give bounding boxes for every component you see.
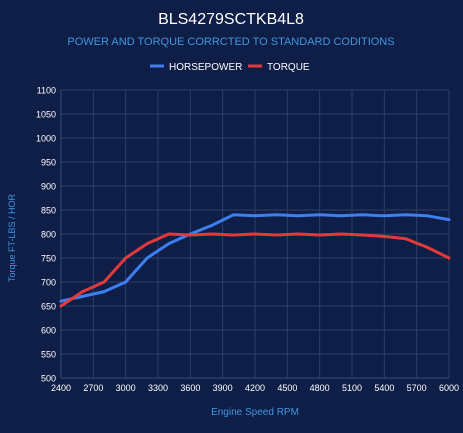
x-tick-label: 3000 [116, 383, 136, 393]
x-tick-label: 5100 [342, 383, 362, 393]
x-tick-label: 3600 [180, 383, 200, 393]
data-point-torque [382, 235, 386, 238]
x-tick-label: 3300 [148, 383, 168, 393]
data-point-torque [102, 280, 106, 284]
y-tick-label: 750 [41, 254, 56, 264]
data-point-horsepower [210, 223, 214, 227]
y-tick-label: 800 [41, 230, 56, 240]
data-point-horsepower [318, 213, 322, 217]
x-tick-label: 4200 [245, 383, 265, 393]
x-axis-ticks: 2400 2700 3000 3300 3600 3900 4200 4500 4800 5100… [51, 383, 459, 393]
y-tick-label: 1100 [37, 86, 56, 96]
data-point-torque [339, 232, 343, 236]
data-point-torque [124, 256, 128, 260]
legend-label-horsepower: HORSEPOWER [169, 62, 242, 73]
x-tick-label: 5700 [407, 383, 427, 393]
data-point-horsepower [382, 214, 386, 218]
y-tick-label: 600 [41, 326, 56, 336]
data-point-torque [426, 246, 429, 249]
y-tick-label: 500 [41, 374, 56, 384]
data-point-horsepower [145, 256, 149, 260]
data-point-torque [167, 232, 171, 236]
data-point-torque [59, 304, 63, 308]
legend-label-torque: TORQUE [267, 62, 310, 73]
data-point-torque [361, 233, 365, 237]
data-point-horsepower [253, 214, 257, 218]
data-point-torque [81, 290, 84, 293]
data-point-horsepower [81, 295, 84, 298]
data-point-torque [188, 233, 192, 237]
data-point-torque [404, 237, 408, 241]
data-point-horsepower [296, 214, 300, 218]
y-tick-label: 650 [41, 302, 56, 312]
data-point-torque [253, 232, 257, 236]
y-axis-ticks: 500 550 600 650 700 750 800 850 900 950 1000 1050 11… [36, 86, 56, 384]
x-tick-label: 3900 [213, 383, 233, 393]
y-tick-label: 700 [41, 278, 56, 288]
y-tick-label: 900 [41, 182, 56, 192]
series-layer [59, 213, 451, 308]
data-point-horsepower [404, 213, 408, 217]
chart-title: BLS4279SCTKB4L8 [158, 11, 304, 28]
data-point-torque [145, 242, 149, 246]
data-point-horsepower [167, 242, 171, 246]
data-point-torque [275, 233, 278, 237]
data-point-torque [447, 256, 451, 260]
data-point-horsepower [426, 214, 429, 218]
data-point-horsepower [447, 218, 451, 222]
data-point-torque [232, 233, 235, 237]
y-tick-label: 550 [41, 350, 56, 360]
x-tick-label: 4800 [310, 383, 330, 393]
y-axis-label: Torque FT-LBS / HOR [7, 193, 17, 282]
y-tick-label: 1050 [36, 110, 56, 120]
x-tick-label: 6000 [439, 383, 459, 393]
data-point-horsepower [339, 214, 343, 218]
data-point-horsepower [102, 290, 106, 293]
x-tick-label: 2700 [83, 383, 103, 393]
x-tick-label: 5400 [374, 383, 394, 393]
y-tick-label: 1000 [36, 134, 56, 144]
data-point-horsepower [232, 213, 235, 217]
data-point-horsepower [361, 213, 365, 217]
data-point-torque [318, 233, 322, 237]
data-point-horsepower [275, 213, 278, 217]
data-point-torque [296, 232, 300, 236]
y-tick-label: 950 [41, 158, 56, 168]
legend: HORSEPOWER TORQUE [150, 62, 310, 73]
x-tick-label: 2400 [51, 383, 71, 393]
chart-subtitle: POWER AND TORQUE CORRCTED TO STANDARD CO… [67, 36, 394, 48]
data-point-torque [210, 232, 214, 236]
x-axis-label: Engine Speed RPM [211, 407, 299, 418]
data-point-horsepower [59, 299, 63, 303]
data-point-horsepower [124, 280, 128, 284]
x-tick-label: 4500 [277, 383, 297, 393]
y-tick-label: 850 [41, 206, 56, 216]
